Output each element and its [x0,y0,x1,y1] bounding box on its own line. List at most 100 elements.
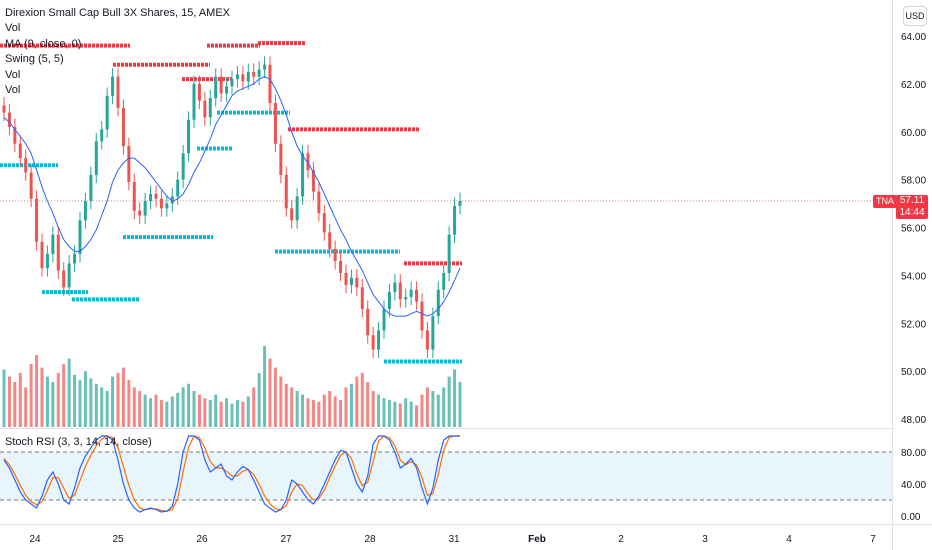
last-price-value: 57.11 [899,195,925,206]
volume-bar [24,387,28,427]
volume-bar [263,346,267,427]
volume-bar [235,400,239,427]
candle-body [273,103,277,144]
volume-bar [273,367,277,427]
volume-bar [116,373,120,427]
volume-bar [377,394,381,427]
candle-body [56,234,60,271]
volume-bar [317,401,321,427]
volume-bar [241,401,245,427]
candle-body [317,191,321,214]
volume-bar [349,383,353,427]
legend-ma: MA (9, close, 0) [5,37,82,50]
candle-body [29,172,33,199]
volume-bar [230,403,234,427]
candle-body [322,213,326,233]
candle-body [176,179,180,197]
time-tick-label: 4 [786,534,792,545]
candle-body [143,201,147,216]
last-price-tag: 57.11 14:44 [896,195,928,219]
candle-body [442,272,446,290]
volume-bar [181,387,185,427]
currency-button[interactable]: USD [903,6,927,26]
candle-body [78,220,82,254]
volume-bar [268,358,272,427]
volume-bar [225,398,229,427]
volume-bar [393,401,397,427]
volume-bar [404,398,408,427]
candle-body [187,119,191,154]
candle-body [398,282,402,300]
volume-bar [2,369,6,427]
candle-body [436,289,440,317]
volume-bar [246,396,250,427]
volume-bar [436,394,440,427]
candle-body [24,158,28,173]
volume-bar [387,400,391,427]
volume-bar [176,392,180,427]
stoch-tick-label: 0.00 [901,512,921,523]
volume-bar [94,383,98,427]
volume-bar [214,394,218,427]
candle-body [51,234,55,254]
volume-bar [420,394,424,427]
volume-bar [159,400,163,427]
symbol-tag: TNA [873,195,897,208]
candle-body [40,241,44,269]
candle-body [284,174,288,209]
candle-body [100,129,104,142]
time-tick-label: 2 [618,534,624,545]
volume-bar [355,376,359,427]
candle-body [94,141,98,175]
price-tick-label: 50.00 [901,367,926,378]
volume-bar [165,401,169,427]
candle-body [170,196,174,204]
volume-bar [56,373,60,427]
candle-body [333,249,337,262]
volume-bar [29,364,33,427]
candle-body [360,287,364,309]
volume-bar [111,376,115,427]
candle-body [257,69,261,77]
candle-body [246,71,250,82]
price-tick-label: 58.00 [901,176,926,187]
candle-body [295,196,299,221]
ma-line [3,76,461,317]
candle-body [306,153,310,171]
volume-bar [203,398,207,427]
volume-bar [192,391,196,427]
candle-body [138,210,142,216]
candle-body [409,289,413,297]
time-tick-label: 27 [280,534,292,545]
candle-body [219,76,223,94]
candle-body [159,198,163,209]
volume-bar [170,396,174,427]
volume-bar [366,382,370,427]
candle-body [458,200,462,206]
candle-body [355,277,359,288]
volume-bar [18,373,22,427]
volume-bar [322,394,326,427]
candle-body [18,143,22,159]
legend-swing: Swing (5, 5) [5,53,64,66]
stoch-band [0,452,892,500]
candle-body [192,83,196,120]
candle-body [235,74,239,80]
candle-body [214,76,218,99]
candle-body [377,330,381,350]
time-tick-label: 31 [448,534,460,545]
candle-body [149,193,153,202]
candle-body [366,308,370,336]
volume-bar [311,400,315,427]
chart-legend: Direxion Small Cap Bull 3X Shares, 15, A… [5,6,230,98]
candle-body [73,253,77,264]
volume-bar [425,387,429,427]
candle-body [311,170,315,192]
volume-bar [398,403,402,427]
time-tick-label: 25 [112,534,124,545]
candle-body [371,335,375,350]
volume-bar [73,374,77,427]
volume-bar [78,380,82,427]
volume-bar [442,387,446,427]
